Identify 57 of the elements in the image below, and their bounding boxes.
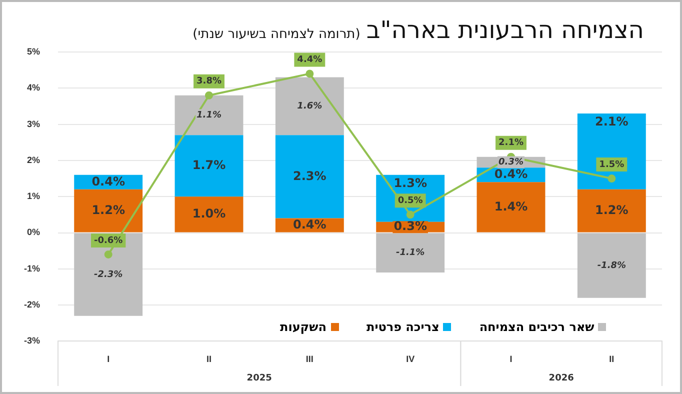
point: [205, 91, 214, 100]
text: 2026: [548, 373, 574, 384]
y-tick-label: 1%: [26, 191, 40, 202]
data-label: 0.4%: [92, 174, 125, 188]
x-tick-label: I: [510, 354, 512, 364]
data-label: -2.3%: [94, 270, 123, 280]
bar: [476, 182, 546, 232]
data-label: 2.1%: [595, 114, 628, 129]
data-label: 2.1%: [498, 138, 524, 148]
data-label: 1.6%: [297, 102, 322, 112]
y-tick-label: 5%: [26, 46, 40, 56]
point: [608, 174, 616, 183]
bar: [376, 233, 445, 273]
data-label: -1.1%: [396, 248, 425, 258]
x-tick-label: II: [609, 354, 614, 364]
bar: [174, 135, 244, 197]
data-label: 4.4%: [297, 55, 322, 66]
data-label: 1.1%: [196, 110, 222, 121]
data-label: 1.3%: [394, 176, 427, 190]
data-label: 1.2%: [595, 202, 628, 217]
data-label: 2.3%: [293, 168, 326, 183]
x-tick-label: I: [107, 354, 110, 364]
text: 2025: [246, 373, 272, 384]
bar: [577, 233, 646, 298]
data-label: 1.7%: [192, 158, 226, 172]
data-label: -0.6%: [94, 236, 123, 246]
chart-subtitle: (תרומה לצמיחה בשיעור שנתי): [192, 27, 360, 42]
data-label: 1.0%: [192, 206, 226, 221]
data-label: 1.4%: [494, 199, 528, 214]
data-label: 0.3%: [498, 158, 524, 168]
point: [406, 210, 414, 219]
data-label: 0.4%: [494, 167, 528, 182]
bar: [577, 189, 646, 232]
data-label: 0.4%: [293, 217, 326, 232]
x-tick-label: II: [206, 354, 212, 364]
data-label: 1.2%: [92, 202, 125, 217]
x-tick-label: IV: [406, 354, 415, 364]
chart-title: הצמיחה הרבעונית בארה"ב: [366, 16, 644, 44]
data-label: 1.5%: [599, 160, 624, 170]
y-tick-label: 0%: [26, 227, 40, 238]
point: [306, 70, 314, 78]
data-label: -1.8%: [597, 260, 626, 271]
y-tick-label: 4%: [26, 82, 40, 93]
bar: [275, 77, 344, 136]
y-tick-label: -2%: [24, 300, 40, 310]
y-tick-label: -1%: [24, 263, 40, 274]
point: [104, 250, 112, 258]
legend-label: השקעות: [280, 320, 328, 334]
y-tick-label: -3%: [24, 336, 40, 346]
legend-label: שאר רכיבים הצמיחה: [479, 320, 596, 334]
data-label: 0.3%: [394, 219, 427, 234]
y-tick-label: 3%: [26, 118, 40, 129]
x-tick-label: III: [306, 354, 314, 364]
data-label: 0.5%: [398, 196, 423, 206]
data-label: 3.8%: [196, 76, 222, 87]
legend-label: צריכה פרטית: [366, 320, 440, 334]
y-tick-label: 2%: [26, 154, 40, 165]
